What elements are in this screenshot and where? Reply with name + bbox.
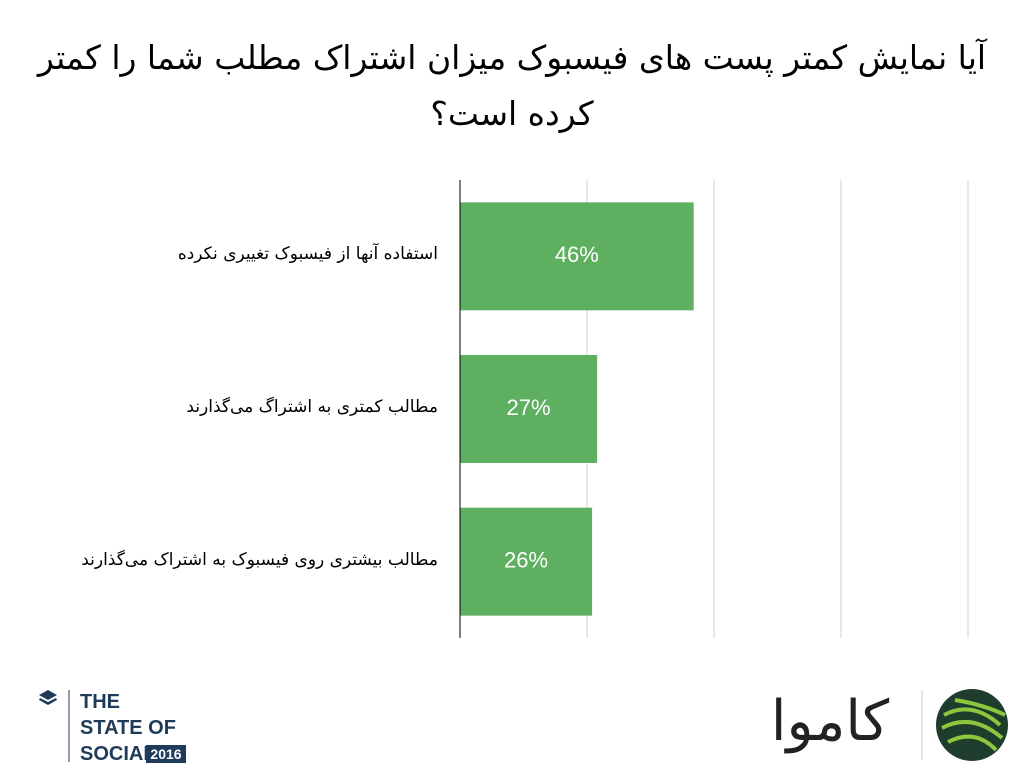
bar	[460, 202, 694, 311]
bar	[460, 507, 593, 616]
data-label: 27%	[507, 395, 551, 420]
logo-text: کاموا	[771, 689, 890, 754]
brand-text: STATE OF	[80, 717, 176, 739]
brand-year: 2016	[150, 746, 181, 762]
brand-text: SOCIAL	[80, 743, 156, 765]
bar	[460, 355, 598, 463]
year-box	[146, 745, 186, 763]
category-label: استفاده آنها از فیسبوک تغییری نکرده	[177, 244, 438, 265]
logo-icon	[936, 689, 1008, 761]
data-label: 46%	[555, 242, 599, 267]
category-label: مطالب بیشتری روی فیسبوک به اشتراک می‌گذا…	[81, 549, 438, 570]
brand-text: THE	[80, 691, 120, 713]
buffer-icon	[39, 690, 57, 705]
data-label: 26%	[504, 547, 548, 572]
category-label: مطالب کمتری به اشتراگ می‌گذارند	[186, 397, 438, 417]
chart-title: آیا نمایش کمتر پست های فیسبوک میزان اشتر…	[37, 38, 987, 133]
